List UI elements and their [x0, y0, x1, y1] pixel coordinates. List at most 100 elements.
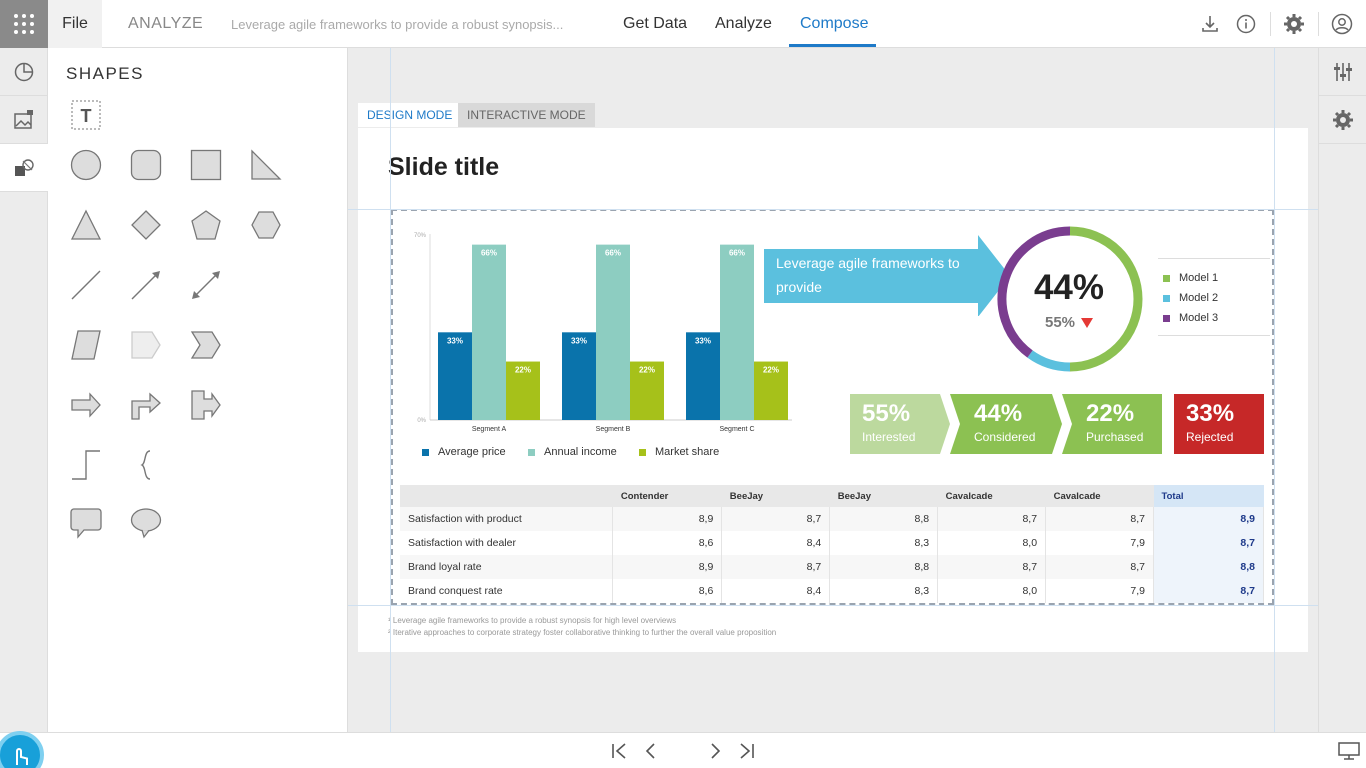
download-icon[interactable]: [1199, 13, 1221, 35]
bar[interactable]: [472, 244, 506, 420]
block-arrow-shape[interactable]: [68, 387, 104, 423]
bar[interactable]: [686, 332, 720, 420]
rail-images[interactable]: [0, 96, 48, 144]
presentation-view-icon[interactable]: [1337, 741, 1361, 761]
table-cell: 8,3: [829, 579, 939, 603]
bar[interactable]: [596, 244, 630, 420]
bent-arrow-shape[interactable]: [128, 387, 164, 423]
table-cell: 8,8: [1153, 555, 1264, 579]
shapes-panel: SHAPES T: [48, 48, 348, 732]
table-header-cell: [400, 485, 613, 507]
rounded-rectangle-shape[interactable]: [128, 147, 164, 183]
table-cell: 8,7: [1153, 531, 1264, 555]
bar[interactable]: [754, 361, 788, 420]
tab-design-mode[interactable]: DESIGN MODE: [358, 103, 462, 127]
table-row[interactable]: Satisfaction with dealer 8,6 8,4 8,3 8,0 7,9 8…: [400, 531, 1264, 555]
kpi-interested[interactable]: 55% Interested: [850, 394, 950, 454]
tab-get-data[interactable]: Get Data: [623, 15, 688, 32]
parallelogram-shape[interactable]: [68, 327, 104, 363]
bar-value-label: 33%: [695, 336, 711, 345]
legend-swatch: [1163, 314, 1170, 322]
slide[interactable]: Slide title 70% 0% 33% 66% 22% Segment A 33% 66…: [358, 128, 1308, 652]
donut-segment[interactable]: [997, 226, 1071, 358]
pentagon-shape[interactable]: [188, 207, 224, 243]
settings-button[interactable]: [1319, 96, 1366, 144]
arrow-line-shape[interactable]: [128, 267, 164, 303]
legend-item-annual-income: Annual income: [528, 446, 617, 458]
diamond-shape[interactable]: [128, 207, 164, 243]
arrow-callout[interactable]: [764, 235, 1004, 316]
app-launcher-button[interactable]: [0, 0, 48, 48]
speech-bubble-rect-shape[interactable]: [68, 505, 104, 541]
double-arrow-line-shape[interactable]: [188, 267, 224, 303]
data-table[interactable]: Contender BeeJay BeeJay Cavalcade Cavalcade T…: [400, 485, 1264, 603]
donut-chart[interactable]: [994, 223, 1146, 375]
table-row[interactable]: Brand conquest rate 8,6 8,4 8,3 8,0 7,9 8,7: [400, 579, 1264, 603]
bar[interactable]: [506, 361, 540, 420]
table-row[interactable]: Brand loyal rate 8,9 8,7 8,8 8,7 8,7 8,8: [400, 555, 1264, 579]
hand-pointer-icon: [16, 748, 28, 765]
arrow-callout-shape[interactable]: [188, 387, 224, 423]
bar[interactable]: [720, 244, 754, 420]
kpi-considered[interactable]: 44% Considered: [950, 394, 1062, 454]
table-cell: 8,7: [937, 507, 1047, 531]
gear-icon[interactable]: [1283, 13, 1305, 35]
pentagon-arrow-shape[interactable]: [128, 327, 164, 363]
tab-compose[interactable]: Compose: [800, 15, 869, 32]
legend-item-model-1: Model 1: [1163, 272, 1218, 284]
triangle-shape[interactable]: [68, 207, 104, 243]
layout-guide: [390, 48, 391, 732]
x-tick-label: Segment A: [472, 426, 507, 433]
user-account-icon[interactable]: [1331, 13, 1353, 35]
legend-item-model-3: Model 3: [1163, 312, 1218, 324]
circle-shape[interactable]: [68, 147, 104, 183]
tab-analyze[interactable]: Analyze: [715, 15, 772, 32]
rail-charts[interactable]: [0, 48, 48, 96]
tab-interactive-mode[interactable]: INTERACTIVE MODE: [458, 103, 595, 127]
hexagon-shape[interactable]: [248, 207, 284, 243]
layout-guide: [348, 605, 1318, 606]
line-shape[interactable]: [68, 267, 104, 303]
first-slide-icon[interactable]: [609, 741, 629, 761]
table-cell: 8,0: [937, 579, 1047, 603]
elbow-connector-shape[interactable]: [68, 447, 104, 483]
help-button[interactable]: [0, 731, 44, 768]
last-slide-icon[interactable]: [737, 741, 757, 761]
bottom-bar: [0, 731, 1366, 768]
bar[interactable]: [562, 332, 596, 420]
bar[interactable]: [630, 361, 664, 420]
sliders-icon: [1334, 62, 1352, 81]
file-menu-button[interactable]: File: [48, 0, 102, 48]
legend-item-average-price: Average price: [422, 446, 506, 458]
table-header-row: Contender BeeJay BeeJay Cavalcade Cavalcade T…: [400, 485, 1264, 507]
bar-chart[interactable]: 70% 0% 33% 66% 22% Segment A 33% 66% 22% Segment …: [400, 223, 800, 433]
bar[interactable]: [438, 332, 472, 420]
kpi-purchased[interactable]: 22% Purchased: [1062, 394, 1162, 454]
table-row[interactable]: Satisfaction with product 8,9 8,7 8,8 8,7 8,7…: [400, 507, 1264, 531]
brace-shape[interactable]: [128, 447, 164, 483]
bar-value-label: 33%: [571, 336, 587, 345]
right-triangle-shape[interactable]: [248, 147, 284, 183]
next-slide-icon[interactable]: [705, 741, 725, 761]
format-properties-button[interactable]: [1319, 48, 1366, 96]
panel-title: SHAPES: [66, 64, 144, 83]
speech-bubble-oval-shape[interactable]: [128, 505, 164, 541]
legend-swatch: [528, 448, 535, 456]
footnote-1: ¹ Leverage agile frameworks to provide a…: [388, 616, 677, 625]
slide-title[interactable]: Slide title: [388, 153, 500, 181]
info-icon[interactable]: [1235, 13, 1257, 35]
donut-segment[interactable]: [1069, 226, 1143, 372]
document-title[interactable]: Leverage agile frameworks to provide a r…: [231, 17, 564, 32]
table-cell: 8,6: [612, 579, 723, 603]
table-cell: 8,6: [612, 531, 723, 555]
chevron-shape[interactable]: [188, 327, 224, 363]
bar-value-label: 22%: [763, 366, 779, 375]
y-tick-label: 70%: [414, 233, 427, 239]
rectangle-shape[interactable]: [188, 147, 224, 183]
kpi-rejected[interactable]: 33% Rejected: [1174, 394, 1264, 454]
rail-shapes[interactable]: [0, 144, 48, 192]
donut-segment[interactable]: [1027, 350, 1071, 372]
text-box-shape[interactable]: T: [68, 97, 104, 133]
table-cell: 8,7: [1045, 555, 1155, 579]
previous-slide-icon[interactable]: [641, 741, 661, 761]
